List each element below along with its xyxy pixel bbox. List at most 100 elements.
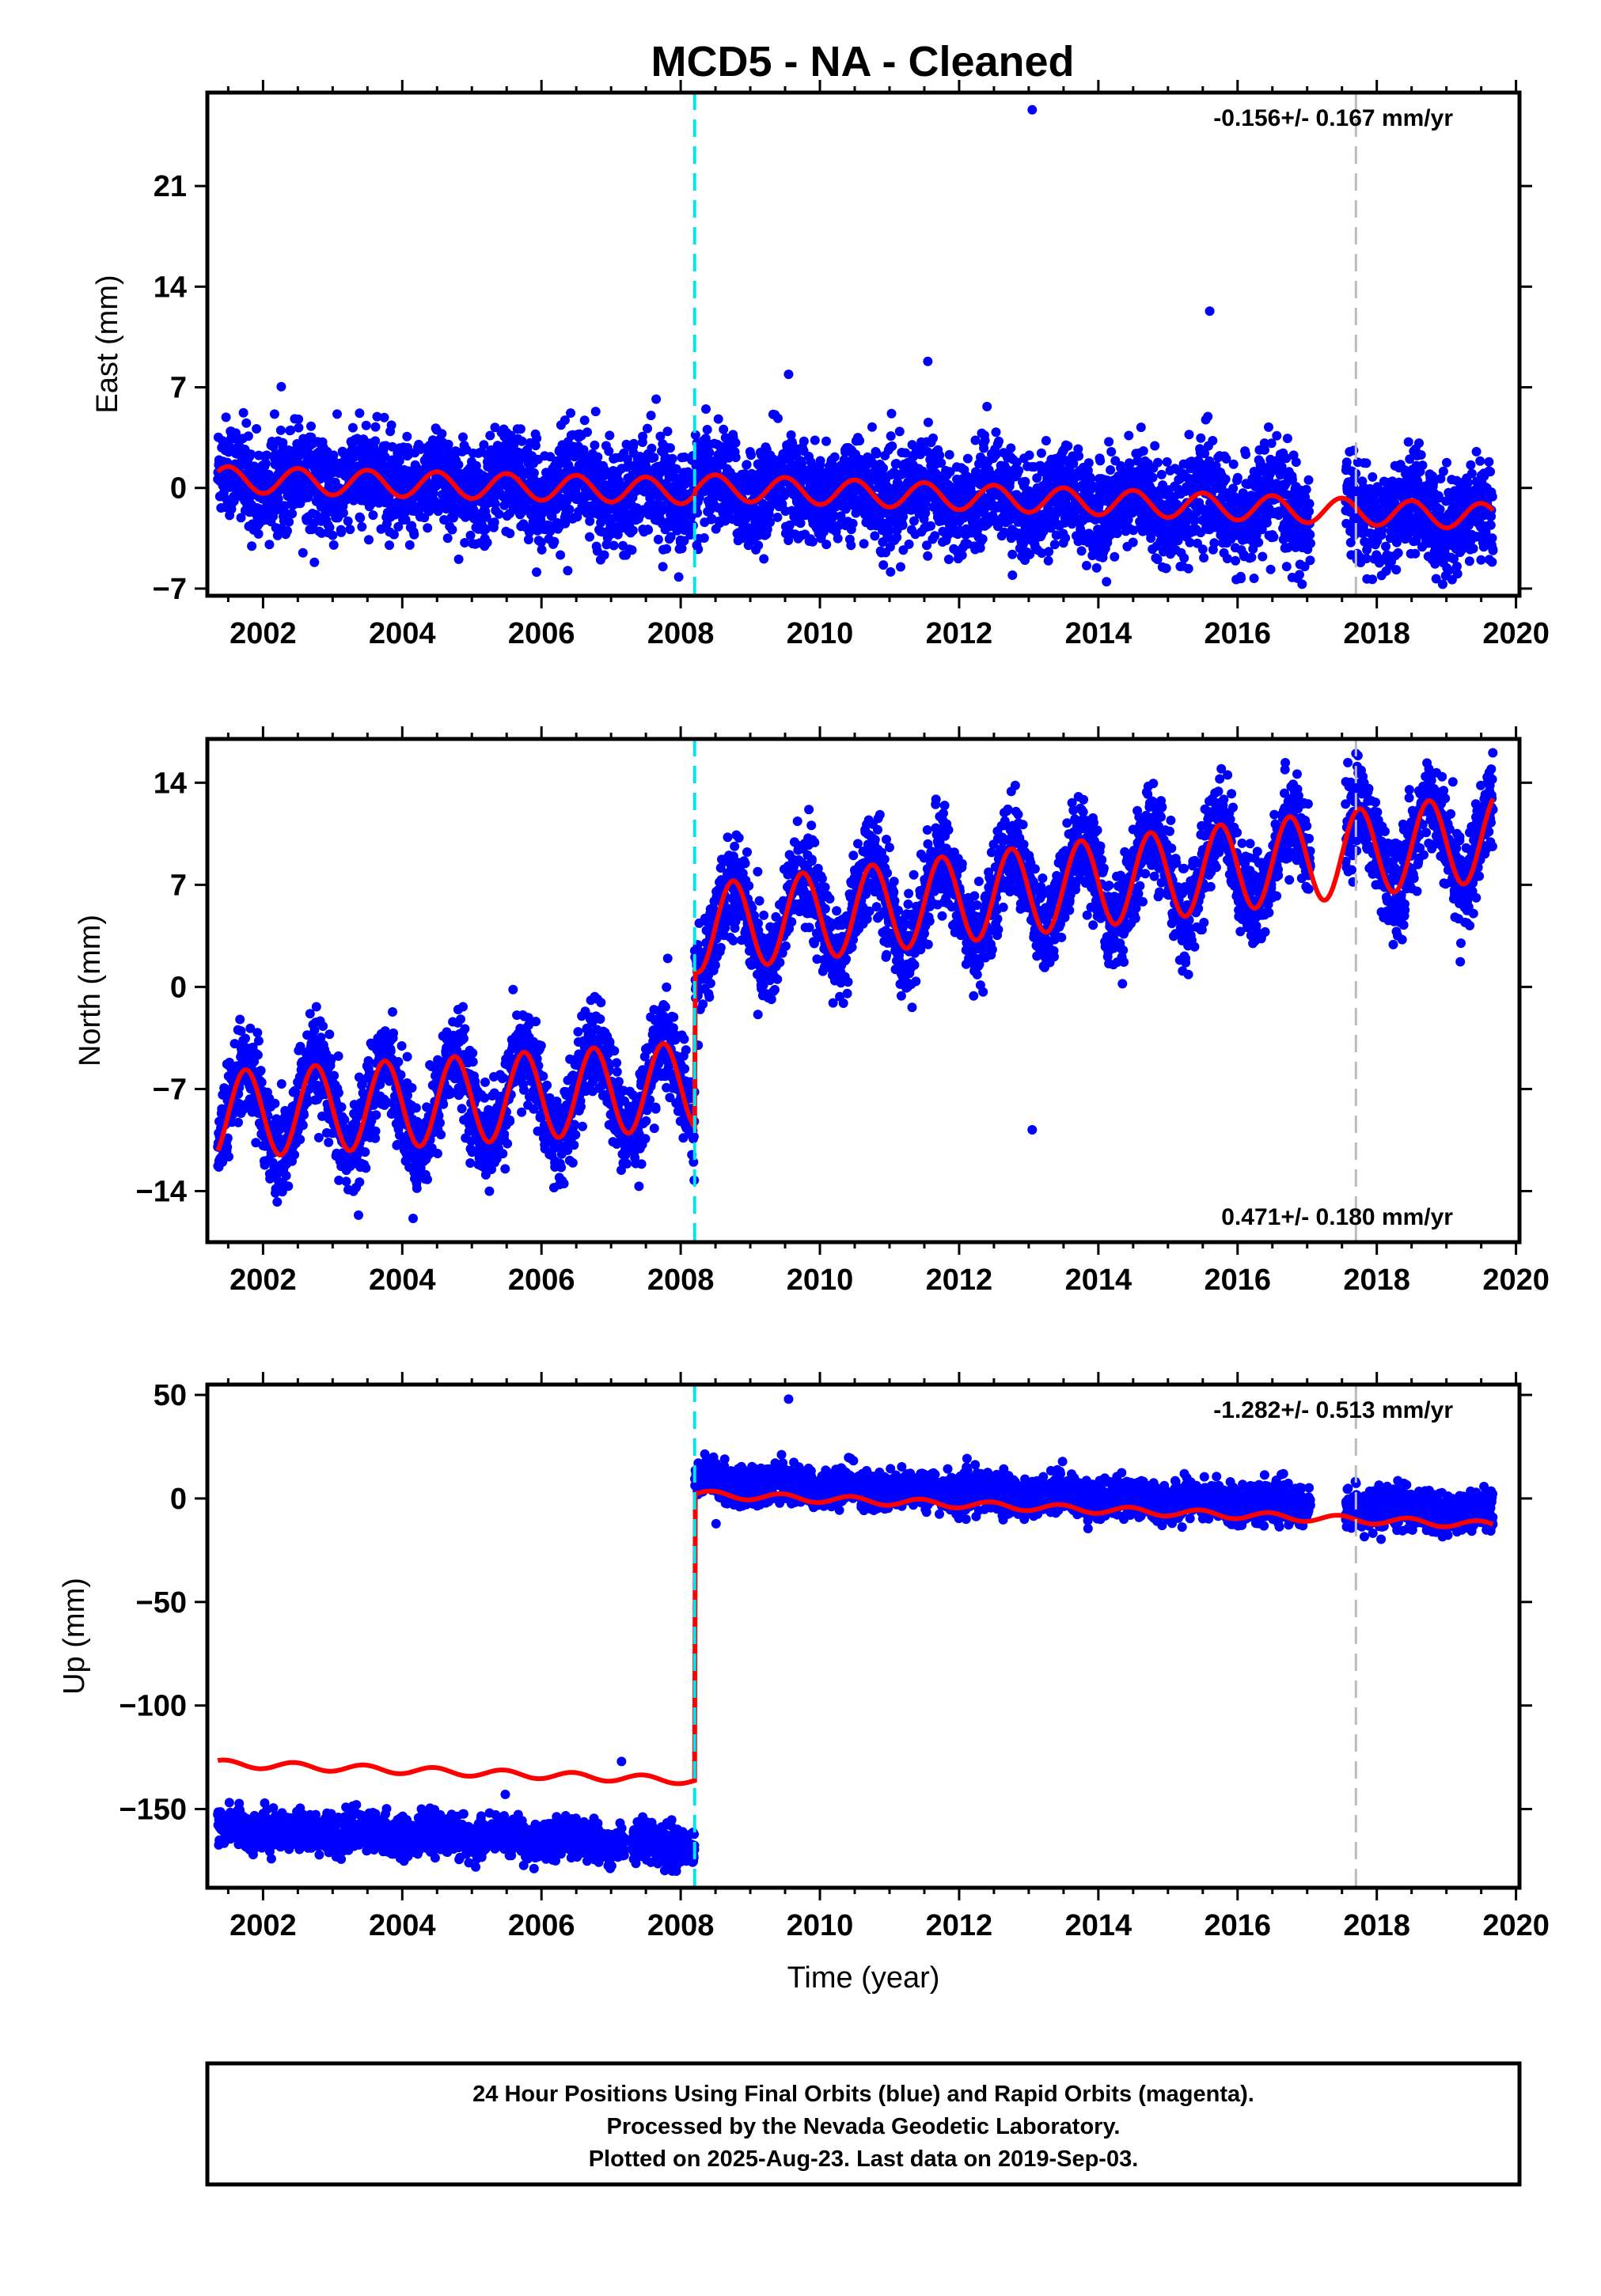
data-point <box>1381 541 1390 551</box>
data-point <box>1241 449 1251 460</box>
data-point <box>846 540 856 551</box>
data-point <box>1438 466 1448 476</box>
data-point <box>532 434 542 444</box>
data-point <box>465 530 476 540</box>
data-point <box>599 550 609 560</box>
data-point <box>887 441 897 451</box>
data-point <box>264 540 275 550</box>
data-point <box>523 535 533 544</box>
data-point <box>1254 537 1264 547</box>
data-point <box>387 441 397 452</box>
data-point <box>517 436 527 446</box>
data-point <box>529 468 539 478</box>
data-point <box>859 539 869 549</box>
data-point <box>944 449 954 460</box>
data-point <box>655 431 666 441</box>
data-point <box>970 435 981 445</box>
data-point <box>878 560 889 570</box>
data-point <box>647 443 657 453</box>
data-point <box>279 501 290 511</box>
data-point <box>471 460 481 471</box>
data-point <box>286 425 296 435</box>
data-point <box>886 431 896 441</box>
data-point <box>1124 430 1134 441</box>
data-point <box>490 498 500 509</box>
data-point <box>336 527 347 537</box>
data-point <box>563 566 573 576</box>
data-point <box>886 408 897 419</box>
data-point <box>328 540 339 550</box>
data-point <box>671 464 681 474</box>
data-point <box>1272 430 1282 441</box>
data-point <box>795 518 806 529</box>
data-point <box>699 533 709 543</box>
data-point <box>370 436 381 446</box>
data-point <box>753 540 764 551</box>
data-point <box>878 463 888 473</box>
data-point <box>261 458 271 468</box>
data-point <box>380 452 390 462</box>
data-point <box>1104 437 1114 447</box>
data-point <box>1091 563 1102 573</box>
data-point <box>1265 564 1276 574</box>
data-point <box>284 517 294 527</box>
data-point <box>884 526 894 536</box>
data-point <box>665 443 675 453</box>
data-point <box>590 407 601 417</box>
data-point <box>560 415 570 426</box>
data-point <box>364 535 374 545</box>
data-point <box>799 436 809 446</box>
data-point <box>646 411 656 421</box>
data-point <box>1041 436 1051 445</box>
data-point <box>453 460 464 470</box>
data-point <box>1291 457 1301 468</box>
data-point <box>393 521 404 532</box>
data-point <box>608 513 618 524</box>
data-point <box>679 536 689 546</box>
data-point <box>1258 551 1268 562</box>
data-point <box>719 424 729 434</box>
data-point <box>1208 436 1218 445</box>
data-point <box>628 525 638 536</box>
data-point <box>1128 537 1138 547</box>
data-point <box>276 381 286 392</box>
data-point <box>1074 451 1084 461</box>
data-point <box>566 408 575 419</box>
data-point <box>386 420 396 430</box>
data-point <box>361 420 371 430</box>
data-point <box>701 404 711 414</box>
data-point <box>886 566 896 577</box>
data-point <box>513 447 523 457</box>
data-point <box>1082 560 1091 570</box>
data-point <box>1403 437 1413 447</box>
data-point <box>423 523 433 533</box>
data-point <box>1106 447 1117 457</box>
data-point <box>537 544 547 555</box>
data-point <box>306 421 316 431</box>
data-point <box>651 394 662 404</box>
data-point <box>930 531 940 541</box>
data-point <box>280 508 290 518</box>
data-point <box>1060 533 1071 543</box>
data-point <box>1036 448 1046 458</box>
chart-title: MCD5 - NA - Cleaned <box>651 38 1074 85</box>
data-point <box>677 544 687 554</box>
data-point <box>1110 551 1120 562</box>
data-point <box>1043 555 1053 566</box>
data-point <box>545 526 556 536</box>
data-point <box>447 525 457 535</box>
data-point <box>355 408 365 419</box>
data-point <box>613 529 623 540</box>
data-point <box>773 413 783 423</box>
data-point <box>1414 438 1424 449</box>
data-point <box>1442 457 1451 468</box>
data-point <box>1162 457 1172 467</box>
data-point <box>355 513 366 523</box>
data-point <box>713 414 723 424</box>
data-point <box>238 407 248 418</box>
data-point <box>241 418 252 428</box>
data-point <box>897 520 908 530</box>
data-point <box>442 533 453 544</box>
data-point <box>379 412 389 422</box>
data-point <box>506 430 516 441</box>
